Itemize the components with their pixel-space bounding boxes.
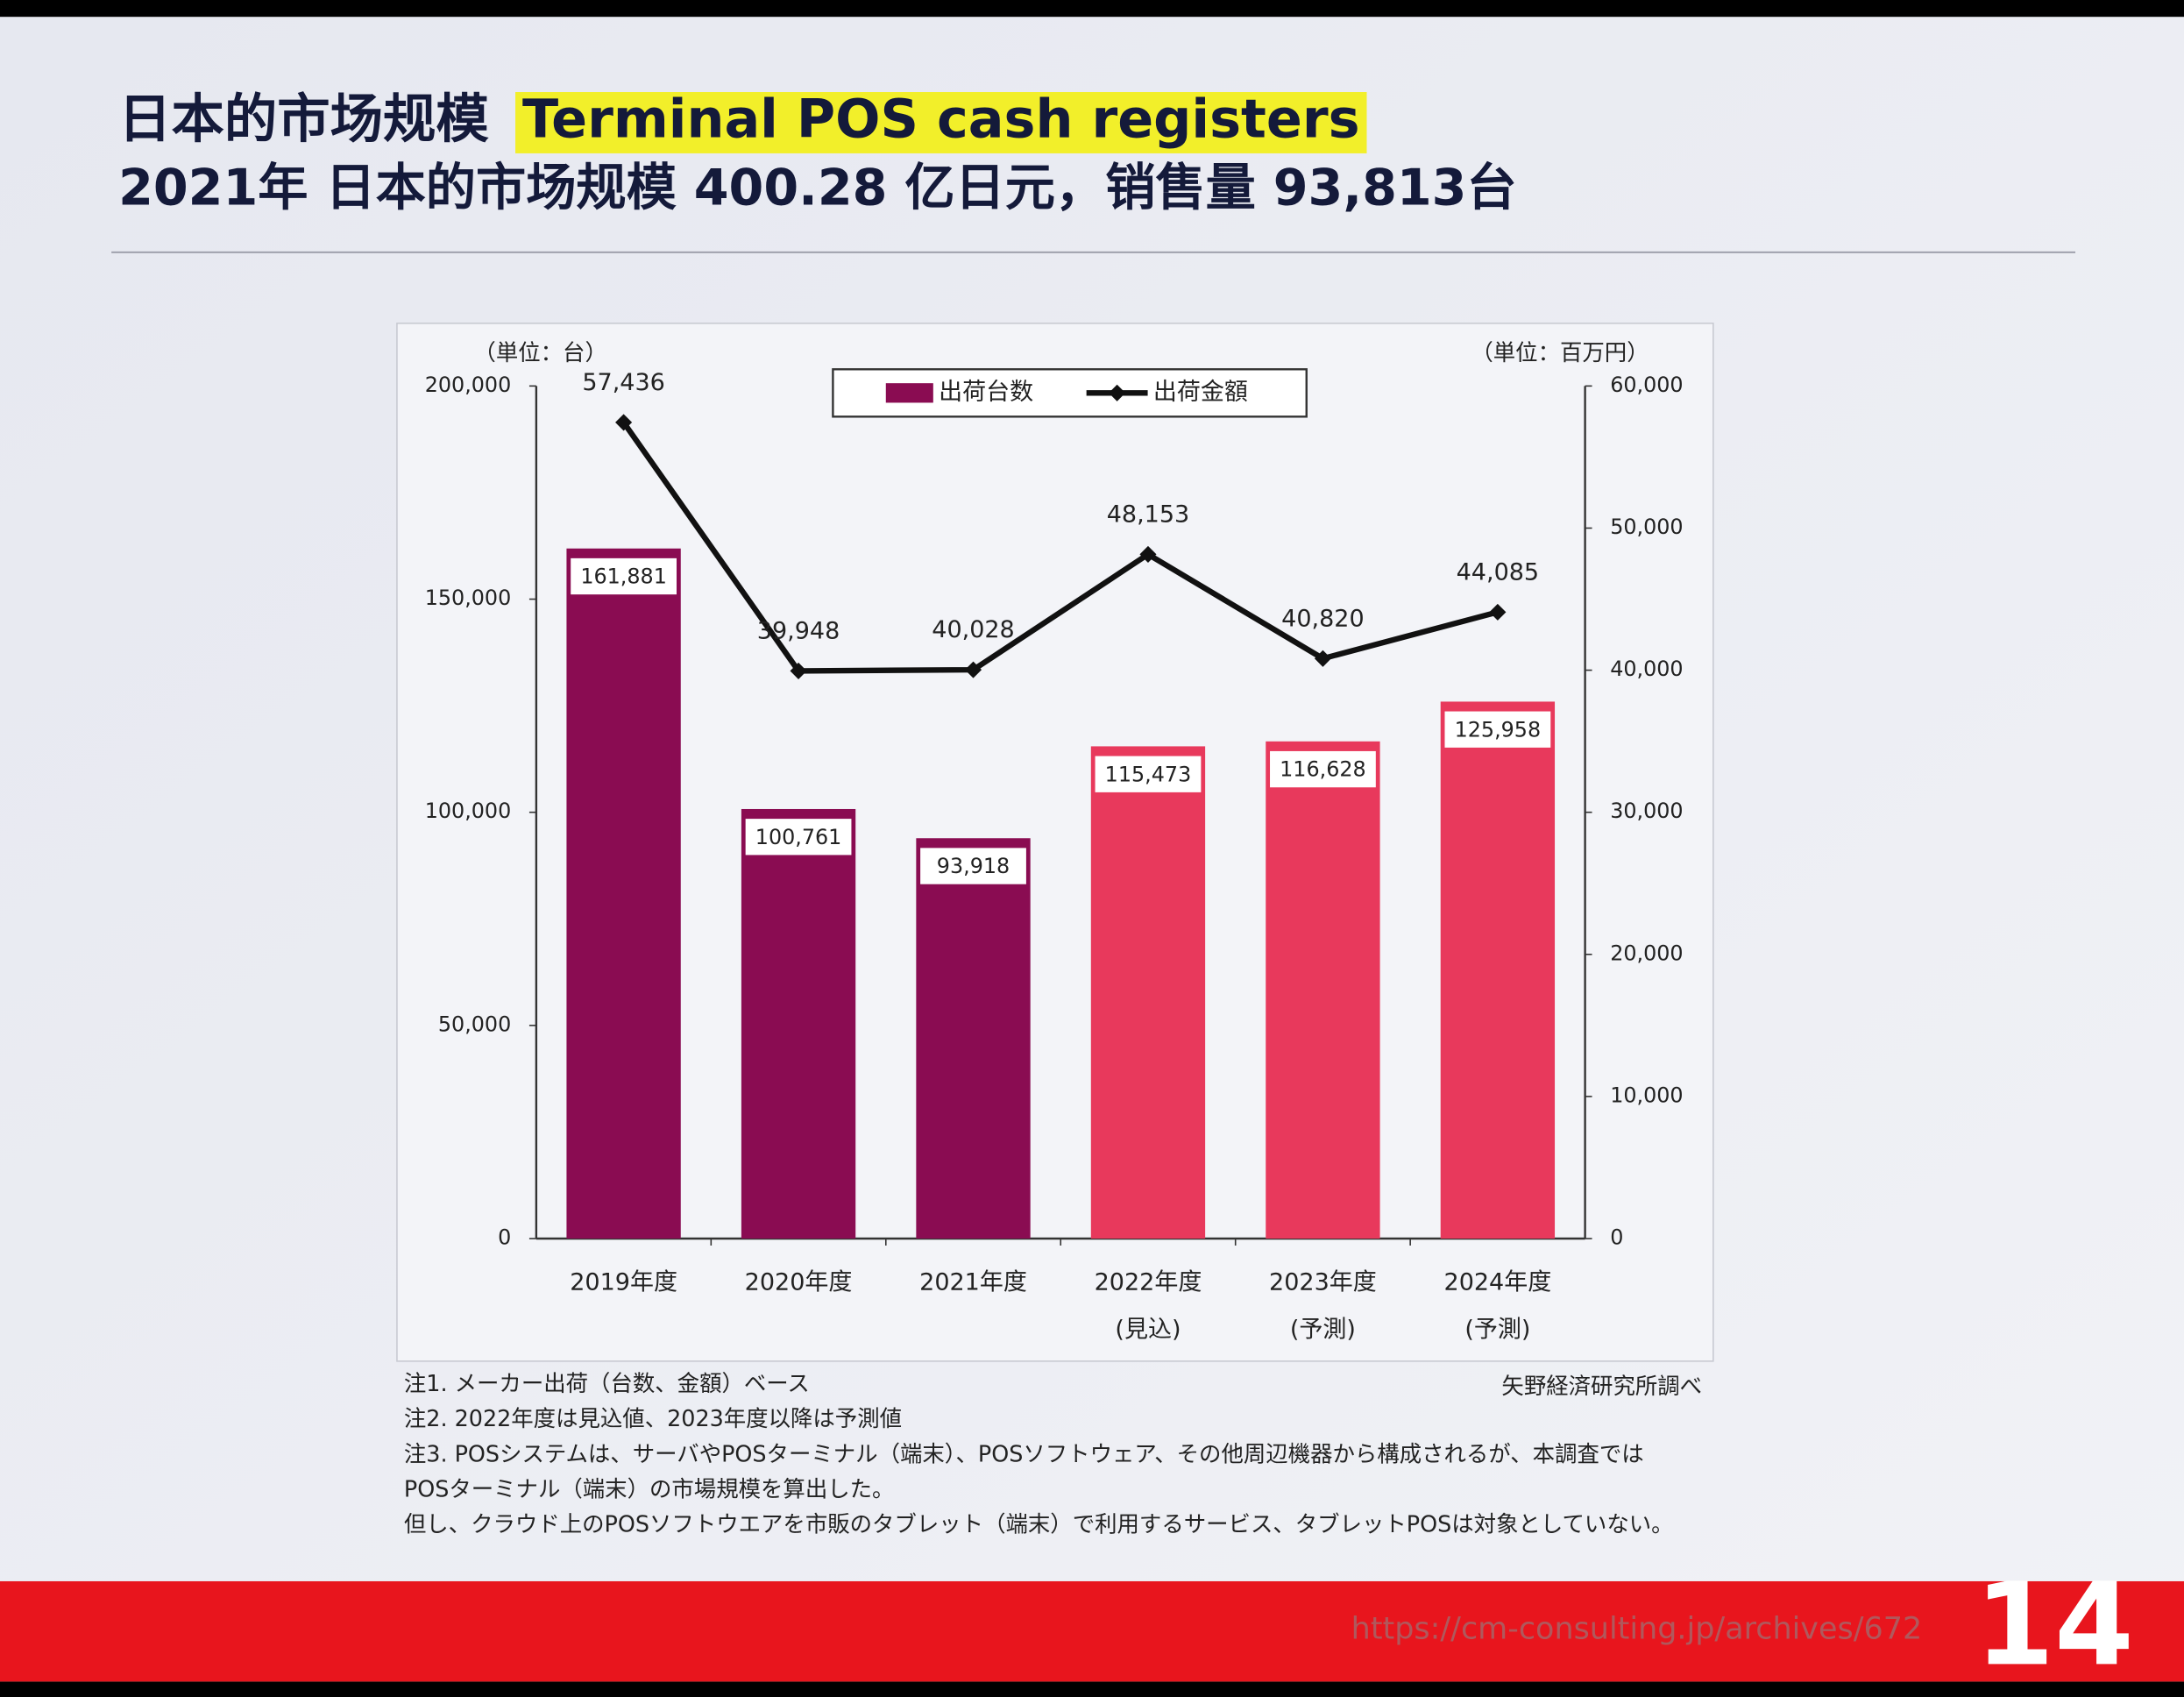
y2-tick-label: 20,000 — [1610, 941, 1683, 965]
bar-value-label: 100,761 — [755, 825, 842, 849]
bar-value-label: 125,958 — [1455, 717, 1542, 742]
footer-bar — [0, 1580, 2184, 1682]
line-value-label: 40,820 — [1281, 605, 1364, 632]
y-tick-label: 0 — [498, 1225, 511, 1249]
note: 但し、クラウド上のPOSソフトウエアを市販のタブレット（端末）で利用するサービス… — [404, 1511, 1674, 1537]
title-highlight: Terminal POS cash registers — [522, 89, 1360, 151]
x-tick-label: 2024年度 — [1444, 1268, 1552, 1296]
page-number: 14 — [1975, 1558, 2133, 1691]
x-tick-sublabel: (予測) — [1464, 1316, 1530, 1343]
url: https://cm-consulting.jp/archives/672 — [1351, 1612, 1923, 1647]
legend-label: 出荷台数 — [939, 379, 1033, 406]
note: 注3. POSシステムは、サーバやPOSターミナル（端末）、POSソフトウェア、… — [404, 1440, 1644, 1466]
bar-value-label: 161,881 — [580, 564, 667, 589]
line-value-label: 44,085 — [1457, 558, 1539, 586]
bar-value-label: 115,473 — [1105, 762, 1192, 786]
y2-tick-label: 40,000 — [1610, 657, 1683, 681]
bar-label-box — [745, 819, 852, 856]
bar-value-label: 93,918 — [937, 854, 1010, 878]
x-tick-label: 2023年度 — [1269, 1268, 1377, 1296]
line-value-label: 48,153 — [1107, 501, 1189, 528]
x-tick-label: 2019年度 — [570, 1268, 677, 1296]
y2-tick-label: 30,000 — [1610, 799, 1683, 823]
title: 日本的市场规模 — [118, 89, 489, 151]
bar — [1440, 701, 1556, 1239]
bar-label-box — [571, 557, 677, 595]
bar — [1090, 746, 1206, 1239]
y-unit-label: （単位：台） — [473, 339, 606, 366]
x-tick-sublabel: (予測) — [1290, 1316, 1356, 1343]
legend-label: 出荷金額 — [1153, 379, 1248, 406]
bar-label-box — [920, 848, 1026, 884]
note: 注1. メーカー出荷（台数、金額）ベース — [404, 1370, 810, 1396]
note: 注2. 2022年度は見込値、2023年度以降は予測値 — [404, 1405, 902, 1431]
source: 矢野経済研究所調べ — [1501, 1373, 1702, 1399]
line-value-label: 57,436 — [582, 369, 664, 396]
legend-swatch — [885, 383, 933, 403]
x-tick-label: 2020年度 — [745, 1268, 853, 1296]
y2-tick-label: 10,000 — [1610, 1083, 1683, 1107]
y-tick-label: 150,000 — [425, 586, 512, 610]
y2-tick-label: 50,000 — [1610, 515, 1683, 539]
y2-tick-label: 0 — [1610, 1225, 1623, 1249]
x-tick-label: 2021年度 — [919, 1268, 1027, 1296]
line-value-label: 40,028 — [932, 616, 1014, 643]
bar-label-box — [1444, 711, 1551, 748]
line — [621, 421, 1499, 674]
bar — [741, 808, 856, 1239]
y2-unit-label: （単位：百万円） — [1471, 339, 1649, 366]
bar — [1266, 741, 1380, 1239]
x-tick-label: 2022年度 — [1095, 1268, 1202, 1296]
line-marker — [1489, 603, 1507, 621]
bar-label-box — [1270, 750, 1376, 788]
chart: 0 50,000 100,000 150,000 200,000 0 10,000 20,00… — [425, 339, 1684, 1344]
bar — [566, 548, 681, 1239]
bar — [916, 838, 1031, 1239]
y2-tick-label: 60,000 — [1610, 373, 1683, 397]
y-tick-label: 100,000 — [425, 799, 512, 823]
bar-label-box — [1095, 756, 1202, 792]
subtitle: 2021年 日本的市场规模 400.28 亿日元，销售量 93,813台 — [118, 159, 1517, 217]
y-tick-label: 200,000 — [425, 373, 512, 397]
bar-value-label: 116,628 — [1280, 757, 1366, 782]
title-highlight-box — [515, 92, 1367, 153]
line-marker — [615, 414, 633, 431]
x-tick-sublabel: (見込) — [1115, 1316, 1181, 1343]
y-tick-label: 50,000 — [438, 1012, 511, 1036]
line-value-label: 39,948 — [757, 617, 840, 644]
note: POSターミナル（端末）の市場規模を算出した。 — [404, 1476, 895, 1502]
